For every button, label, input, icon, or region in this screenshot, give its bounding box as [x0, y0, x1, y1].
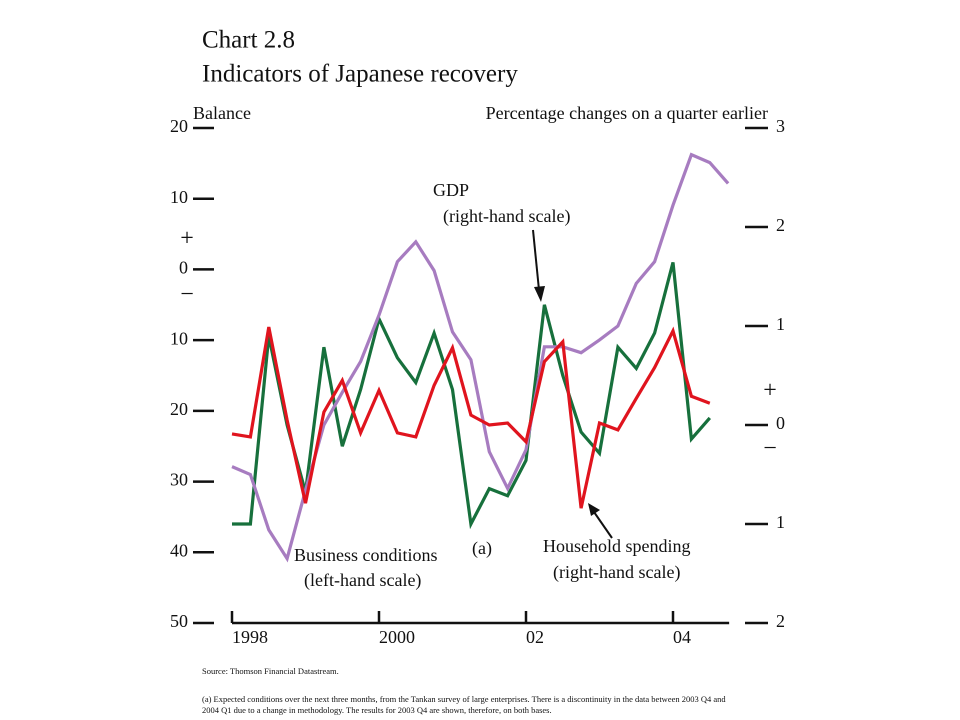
- y2-axis-label: Percentage changes on a quarter earlier: [486, 103, 768, 123]
- y2-tick-label: 0: [776, 413, 785, 433]
- y-tick-label: 30: [170, 470, 188, 490]
- annotation: Household spending: [543, 536, 691, 556]
- footnote: (a) Expected conditions over the next th…: [202, 694, 726, 704]
- y-tick-label: 10: [170, 187, 188, 207]
- annotation: (right-hand scale): [553, 562, 680, 583]
- y-tick-label: 40: [170, 540, 188, 560]
- source: Source: Thomson Financial Datastream.: [202, 666, 339, 676]
- x-tick-label: 04: [673, 627, 691, 647]
- plus-sign: +: [180, 226, 194, 252]
- footnote: 2004 Q1 due to a change in methodology. …: [202, 705, 552, 715]
- series-line: [232, 261, 712, 530]
- chart-title: Chart 2.8: [202, 27, 295, 54]
- annotation: (left-hand scale): [304, 570, 421, 591]
- x-tick-label: 2000: [379, 627, 415, 647]
- arrow: [588, 503, 613, 539]
- y-tick-label: 10: [170, 328, 188, 348]
- y-tick-label: 50: [170, 611, 188, 631]
- y-tick-label: 20: [170, 399, 188, 419]
- chart-subtitle: Indicators of Japanese recovery: [202, 61, 518, 88]
- series-line: [231, 326, 711, 509]
- annotation: Business conditions: [294, 545, 438, 565]
- y2-tick-label: 1: [776, 314, 785, 334]
- y2-tick-label: 2: [776, 215, 785, 235]
- x-tick-label: 1998: [232, 627, 268, 647]
- plus-sign: +: [763, 378, 777, 404]
- x-tick-label: 02: [526, 627, 544, 647]
- annotation: (a): [472, 538, 492, 559]
- y2-tick-label: 3: [776, 116, 785, 136]
- y2-tick-label: 1: [776, 512, 785, 532]
- y-tick-label: 20: [170, 116, 188, 136]
- minus-sign: −: [180, 282, 194, 308]
- annotation: GDP: [433, 180, 469, 200]
- y-axis-label: Balance: [193, 103, 251, 123]
- annotation: (right-hand scale): [443, 206, 570, 227]
- minus-sign: −: [763, 436, 777, 462]
- y2-tick-label: 2: [776, 611, 785, 631]
- arrow: [532, 229, 545, 302]
- y-tick-label: 0: [179, 258, 188, 278]
